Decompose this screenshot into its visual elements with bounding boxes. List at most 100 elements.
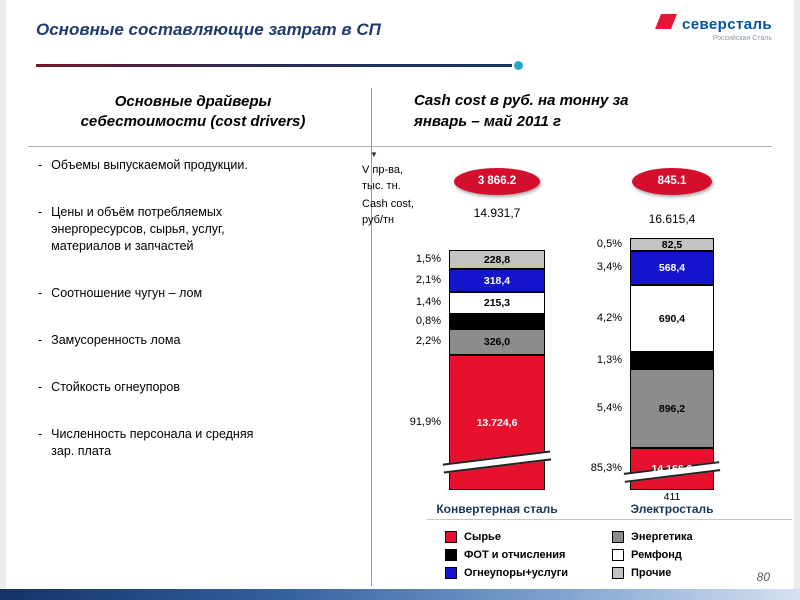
header-separator-line — [28, 146, 772, 147]
left-heading-line2: себестоимости (cost drivers) — [80, 113, 306, 130]
axis-label-volume-1: V пр-ва, — [362, 164, 404, 176]
legend-swatch-icon — [612, 549, 624, 561]
page-title: Основные составляющие затрат в СП — [36, 20, 381, 39]
severstal-logo-icon — [655, 14, 677, 34]
bar-segment: 896,2 — [630, 369, 714, 448]
legend-separator-line — [427, 519, 792, 520]
segment-value: 228,8 — [483, 253, 511, 266]
bar-total-value: 16.615,4 — [648, 212, 696, 226]
bullet-dash: - — [38, 427, 43, 441]
bar-segment: 228,8 — [449, 250, 545, 269]
bar-segment: 82,5 — [630, 238, 714, 251]
chart: ▼ V пр-ва, тыс. тн. Cash cost, руб/тн Сы… — [362, 150, 796, 588]
axis-label-volume-2: тыс. тн. — [362, 180, 401, 192]
bar-segment: 690,4 — [630, 285, 714, 352]
page-margin-right — [794, 0, 800, 600]
driver-text: Соотношение чугун – лом — [51, 286, 203, 300]
segment-percent: 85,3% — [590, 462, 622, 474]
bullet-dash: - — [38, 333, 43, 347]
left-heading-line1: Основные драйверы — [114, 93, 272, 110]
axis-label-cost-1: Cash cost, — [362, 198, 414, 210]
bar-segment — [449, 314, 545, 329]
driver-text: Численность персонала и средняя зар. пла… — [51, 427, 254, 458]
segment-value: 568,4 — [658, 262, 686, 274]
legend-swatch-icon — [445, 531, 457, 543]
right-heading-line1: Cash cost в руб. на тонну за — [414, 92, 629, 109]
column-divider — [371, 88, 372, 586]
right-column-heading: Cash cost в руб. на тонну за январь – ма… — [414, 90, 744, 132]
legend-label: Огнеупоры+услуги — [464, 567, 569, 579]
segment-percent: 91,9% — [409, 415, 441, 428]
segment-percent: 1,5% — [415, 252, 441, 265]
bar-segment: 215,3 — [449, 292, 545, 314]
bar-stack: 82,5 568,4 690,4 896,2 14.166,9 — [623, 238, 721, 490]
volume-badge: 845.1 — [632, 168, 712, 195]
segment-percent: 0,8% — [415, 314, 441, 327]
legend-item: Огнеупоры+услуги — [445, 567, 612, 579]
legend-item: Ремфонд — [612, 549, 779, 561]
legend-swatch-icon — [445, 549, 457, 561]
segment-percent: 4,2% — [596, 311, 622, 324]
driver-text: Замусоренность лома — [51, 333, 181, 347]
driver-item: - Цены и объём потребляемых энергоресурсо… — [38, 204, 348, 255]
legend: Сырье ФОТ и отчисления Огнеупоры+услуги Эне… — [445, 528, 779, 582]
legend-label: Прочие — [631, 567, 672, 579]
driver-text: Цены и объём потребляемых энергоресурсов… — [51, 205, 225, 253]
severstal-logo: северсталь Российская Сталь — [655, 14, 772, 42]
bar-segment — [630, 352, 714, 369]
right-heading-line2: январь – май 2011 г — [414, 113, 562, 130]
category-label: Электросталь — [630, 502, 714, 516]
segment-value: 896,2 — [658, 402, 686, 415]
segment-percent: 1,4% — [415, 296, 441, 308]
bullet-dash: - — [38, 380, 43, 394]
drivers-list: - Объемы выпускаемой продукции. - Цены и об… — [38, 157, 348, 490]
segment-percent: 3,4% — [596, 261, 622, 273]
bar-segment: 14.166,9 — [623, 448, 721, 490]
segment-percent: 2,2% — [415, 335, 441, 347]
bullet-dash: - — [38, 205, 43, 219]
bar-segment: 568,4 — [630, 251, 714, 285]
legend-item: ФОТ и отчисления — [445, 549, 612, 561]
driver-item: - Замусоренность лома — [38, 332, 348, 349]
bar-total-value: 14.931,7 — [473, 206, 521, 220]
driver-text: Стойкость огнеупоров — [51, 380, 180, 394]
segment-value: 14.166,9 — [651, 463, 693, 475]
segment-percent: 2,1% — [415, 273, 441, 286]
segment-percent: 1,3% — [596, 353, 622, 366]
legend-swatch-icon — [612, 567, 624, 579]
legend-swatch-icon — [612, 531, 624, 543]
bar-segment: 326,0 — [449, 329, 545, 355]
bar-stack: 228,8 318,4 215,3 326,0 13.724,6 — [442, 250, 552, 490]
segment-percent: 0,5% — [596, 237, 622, 250]
legend-label: Ремфонд — [631, 549, 682, 561]
bar-segment: 13.724,6 — [442, 355, 552, 490]
axis-marker-icon: ▼ — [370, 150, 378, 159]
segment-value: 690,4 — [658, 312, 686, 325]
page-margin-left — [0, 0, 6, 600]
logo-wordmark: северсталь — [682, 15, 772, 33]
legend-item: Энергетика — [612, 531, 779, 543]
driver-item: - Объемы выпускаемой продукции. — [38, 157, 348, 174]
bullet-dash: - — [38, 158, 43, 172]
bullet-dash: - — [38, 286, 43, 300]
legend-item: Сырье — [445, 531, 612, 543]
segment-value: 82,5 — [661, 238, 683, 251]
driver-text: Объемы выпускаемой продукции. — [51, 158, 248, 172]
segment-value: 215,3 — [483, 297, 511, 309]
legend-label: ФОТ и отчисления — [464, 549, 566, 561]
segment-value: 318,4 — [483, 274, 511, 287]
bar-segment: 318,4 — [449, 269, 545, 292]
page-number: 80 — [756, 570, 770, 584]
segment-percent: 5,4% — [596, 401, 622, 414]
title-underline-dot-icon — [514, 61, 523, 70]
legend-label: Энергетика — [631, 531, 693, 543]
left-column-heading: Основные драйверы себестоимости (cost dr… — [45, 92, 341, 132]
driver-item: - Численность персонала и средняя зар. пл… — [38, 426, 348, 460]
axis-break-icon — [442, 450, 552, 474]
logo-subtitle: Российская Сталь — [712, 35, 772, 42]
volume-badge: 3 866.2 — [454, 168, 540, 195]
title-underline — [36, 64, 512, 67]
segment-value: 326,0 — [483, 336, 511, 348]
legend-label: Сырье — [464, 531, 501, 543]
